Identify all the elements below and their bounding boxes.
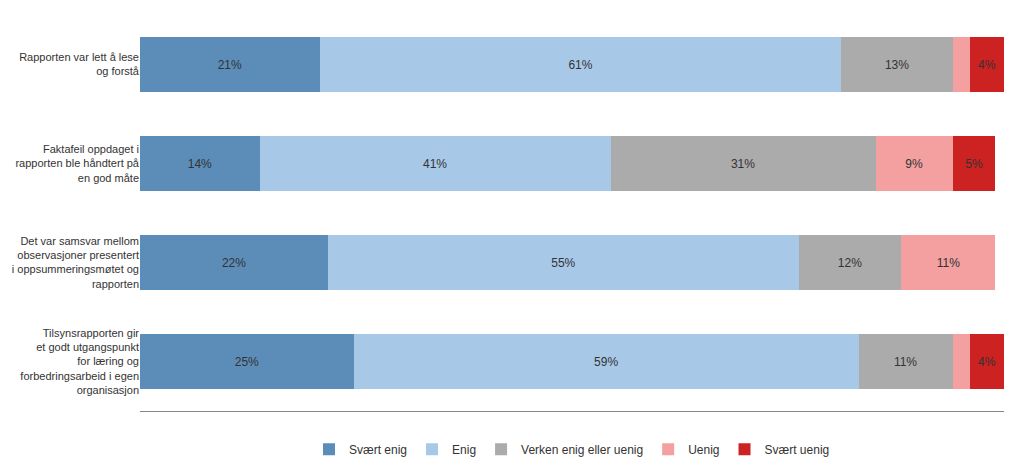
svg-text:41%: 41% (423, 157, 447, 171)
svg-text:Tilsynsrapporten giret godt ut: Tilsynsrapporten giret godt utgangspunkt… (20, 327, 139, 396)
svg-text:11%: 11% (937, 256, 960, 270)
svg-text:9%: 9% (905, 157, 923, 171)
svg-text:4%: 4% (978, 355, 996, 369)
svg-text:12%: 12% (838, 256, 862, 270)
svg-text:Svært uenig: Svært uenig (765, 443, 830, 457)
svg-text:5%: 5% (965, 157, 983, 171)
svg-text:13%: 13% (885, 58, 909, 72)
svg-text:Det var samsvar mellomobservas: Det var samsvar mellomobservasjoner pres… (12, 235, 139, 290)
svg-text:Uenig: Uenig (688, 443, 719, 457)
svg-text:21%: 21% (218, 58, 242, 72)
svg-text:4%: 4% (978, 58, 996, 72)
svg-text:25%: 25% (235, 355, 259, 369)
svg-text:11%: 11% (894, 355, 917, 369)
svg-text:Faktafeil oppdaget irapporten: Faktafeil oppdaget irapporten ble håndte… (15, 143, 139, 184)
svg-text:Svært enig: Svært enig (349, 443, 407, 457)
svg-text:59%: 59% (594, 355, 618, 369)
svg-text:Enig: Enig (452, 443, 476, 457)
svg-text:14%: 14% (188, 157, 212, 171)
svg-text:22%: 22% (222, 256, 246, 270)
svg-text:61%: 61% (568, 58, 592, 72)
svg-text:31%: 31% (731, 157, 755, 171)
svg-text:Verken enig eller uenig: Verken enig eller uenig (521, 443, 643, 457)
svg-text:55%: 55% (551, 256, 575, 270)
svg-text:Rapporten var lett å leseog fo: Rapporten var lett å leseog forstå (19, 51, 140, 77)
